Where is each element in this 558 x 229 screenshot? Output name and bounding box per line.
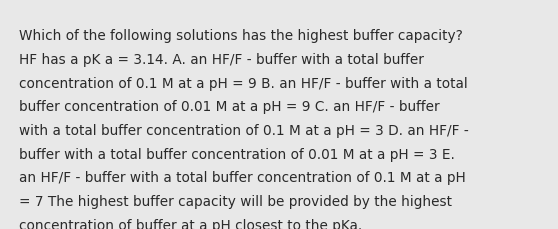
Text: = 7 The highest buffer capacity will be provided by the highest: = 7 The highest buffer capacity will be … [20,194,453,208]
Text: HF has a pK a = 3.14. A. an HF/F - buffer with a total buffer: HF has a pK a = 3.14. A. an HF/F - buffe… [20,53,424,67]
Text: an HF/F - buffer with a total buffer concentration of 0.1 M at a pH: an HF/F - buffer with a total buffer con… [20,171,466,185]
Text: concentration of 0.1 M at a pH = 9 B. an HF/F - buffer with a total: concentration of 0.1 M at a pH = 9 B. an… [20,76,468,90]
Text: with a total buffer concentration of 0.1 M at a pH = 3 D. an HF/F -: with a total buffer concentration of 0.1… [20,123,469,137]
Text: Which of the following solutions has the highest buffer capacity?: Which of the following solutions has the… [20,29,463,43]
Text: buffer concentration of 0.01 M at a pH = 9 C. an HF/F - buffer: buffer concentration of 0.01 M at a pH =… [20,100,440,114]
Text: concentration of buffer at a pH closest to the pKa.: concentration of buffer at a pH closest … [20,218,363,229]
Text: buffer with a total buffer concentration of 0.01 M at a pH = 3 E.: buffer with a total buffer concentration… [20,147,455,161]
